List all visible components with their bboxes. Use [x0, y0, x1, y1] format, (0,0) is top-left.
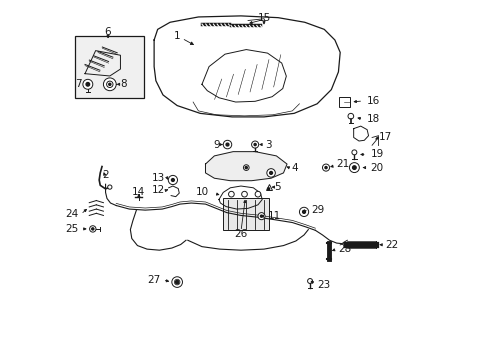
- Circle shape: [228, 192, 234, 197]
- Circle shape: [347, 113, 353, 119]
- Circle shape: [302, 211, 305, 213]
- Text: 27: 27: [147, 275, 160, 285]
- Text: 11: 11: [267, 211, 280, 221]
- Text: 2: 2: [102, 170, 109, 180]
- Circle shape: [82, 79, 93, 89]
- Text: 16: 16: [366, 96, 379, 106]
- Text: 22: 22: [385, 240, 398, 250]
- Text: 12: 12: [152, 185, 165, 195]
- Circle shape: [325, 167, 326, 168]
- Circle shape: [349, 163, 359, 172]
- Circle shape: [171, 277, 182, 287]
- Bar: [222, 198, 268, 230]
- Text: 23: 23: [317, 280, 330, 289]
- Circle shape: [108, 83, 111, 85]
- Text: 26: 26: [234, 229, 247, 239]
- Circle shape: [260, 215, 262, 217]
- Circle shape: [225, 143, 228, 146]
- Circle shape: [243, 165, 248, 170]
- Bar: [339, 97, 349, 107]
- Text: 5: 5: [274, 182, 281, 192]
- Circle shape: [254, 144, 256, 145]
- Text: 21: 21: [336, 159, 349, 169]
- Text: 4: 4: [291, 163, 297, 173]
- Circle shape: [106, 81, 113, 87]
- Text: 1: 1: [174, 31, 180, 41]
- Circle shape: [171, 179, 174, 181]
- Text: 18: 18: [366, 114, 379, 124]
- Text: 9: 9: [213, 140, 219, 149]
- Circle shape: [251, 141, 258, 148]
- Circle shape: [86, 82, 89, 86]
- Circle shape: [266, 168, 275, 177]
- Circle shape: [267, 188, 269, 190]
- Circle shape: [351, 150, 356, 155]
- Text: 25: 25: [65, 224, 79, 234]
- Circle shape: [168, 175, 177, 185]
- Circle shape: [269, 171, 272, 174]
- Text: 29: 29: [310, 205, 324, 215]
- Bar: [75, 36, 144, 99]
- Text: 15: 15: [257, 13, 270, 23]
- Circle shape: [299, 207, 308, 216]
- Circle shape: [223, 140, 231, 149]
- Text: 24: 24: [65, 210, 79, 219]
- Circle shape: [244, 167, 247, 168]
- Text: 20: 20: [369, 163, 383, 172]
- Circle shape: [352, 166, 355, 169]
- Text: 3: 3: [264, 140, 271, 149]
- Text: 7: 7: [75, 79, 81, 89]
- Text: 8: 8: [120, 79, 127, 89]
- Text: 28: 28: [338, 244, 351, 254]
- Circle shape: [103, 78, 116, 91]
- Text: 10: 10: [196, 188, 209, 197]
- Text: 19: 19: [369, 149, 383, 159]
- Circle shape: [322, 164, 329, 171]
- Circle shape: [307, 279, 312, 283]
- Circle shape: [174, 279, 180, 285]
- Circle shape: [175, 280, 179, 284]
- Text: 13: 13: [152, 173, 165, 183]
- Text: 14: 14: [132, 188, 145, 197]
- Circle shape: [107, 185, 112, 189]
- Circle shape: [258, 213, 264, 220]
- Polygon shape: [205, 152, 286, 181]
- Text: 6: 6: [104, 27, 111, 37]
- Circle shape: [89, 226, 96, 232]
- Circle shape: [92, 228, 94, 230]
- Text: 17: 17: [378, 132, 392, 143]
- Circle shape: [241, 192, 247, 197]
- Circle shape: [255, 192, 260, 197]
